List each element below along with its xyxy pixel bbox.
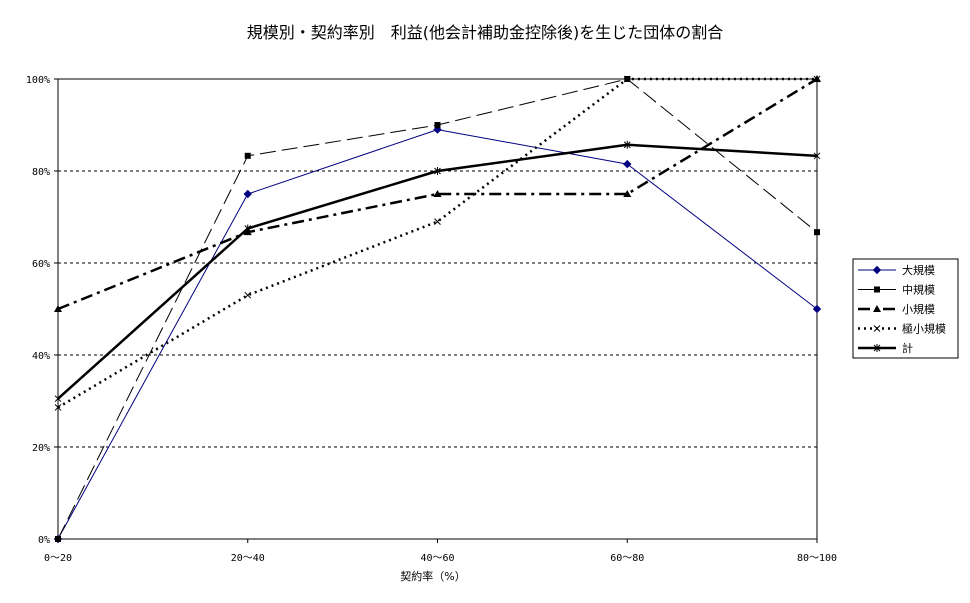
- point-marker-star: [813, 151, 821, 160]
- x-tick-label: 20～40: [231, 553, 265, 564]
- series-line: [57, 143, 818, 400]
- x-tick-label: 60～80: [610, 553, 644, 564]
- x-tick-label: 40～60: [420, 553, 454, 564]
- point-marker-triangle: [873, 305, 881, 312]
- point-marker-x: [873, 325, 881, 332]
- point-marker-star: [434, 167, 441, 175]
- point-marker-x: [434, 218, 441, 225]
- legend-item: 極小規模: [858, 322, 946, 336]
- x-tick-label: 0～20: [44, 553, 72, 564]
- x-axis-ticks: 0～20 20～40 40～60 60～80 80～100: [44, 539, 837, 564]
- legend-item: 大規模: [858, 263, 935, 277]
- y-axis-ticks: 0% 20% 40% 60% 80% 100%: [26, 75, 58, 546]
- legend-label: 大規模: [902, 263, 935, 277]
- chart-title: 規模別・契約率別 利益(他会計補助金控除後)を生じた団体の割合: [247, 23, 724, 42]
- series-5: [54, 140, 821, 403]
- y-tick-label: 100%: [26, 75, 50, 86]
- series-4: [54, 75, 821, 411]
- point-marker-star: [873, 344, 881, 352]
- legend-item: 中規模: [858, 283, 935, 297]
- legend-box: [852, 258, 959, 359]
- point-marker-star: [623, 140, 631, 149]
- point-marker-diamond: [623, 159, 632, 169]
- point-marker-square: [814, 229, 820, 236]
- legend-label: 小規模: [902, 302, 935, 316]
- legend-item: 小規模: [858, 302, 935, 316]
- point-marker-triangle: [433, 190, 442, 197]
- y-tick-label: 80%: [32, 167, 50, 178]
- y-tick-label: 40%: [32, 351, 50, 362]
- point-marker-square: [244, 152, 251, 159]
- series-3: [54, 75, 821, 312]
- x-axis-title: 契約率（%）: [400, 569, 465, 583]
- point-marker-star: [244, 224, 252, 233]
- point-marker-diamond: [433, 125, 442, 134]
- legend-label: 極小規模: [902, 322, 946, 336]
- point-marker-x: [54, 404, 62, 411]
- legend-label: 中規模: [902, 283, 935, 297]
- point-marker-x: [244, 291, 252, 299]
- point-marker-triangle: [623, 190, 632, 197]
- x-tick-label: 80～100: [797, 553, 837, 564]
- series-line: [57, 77, 818, 311]
- point-marker-square: [55, 536, 61, 542]
- point-marker-x: [813, 75, 821, 83]
- point-marker-x: [623, 75, 631, 83]
- point-marker-square: [874, 286, 880, 293]
- legend-label: 計: [902, 341, 913, 355]
- y-tick-label: 0%: [38, 535, 50, 546]
- y-tick-label: 60%: [32, 259, 50, 270]
- point-marker-star: [54, 394, 62, 403]
- point-marker-triangle: [54, 305, 62, 312]
- series-layer: [53, 75, 822, 544]
- point-marker-square: [434, 122, 441, 128]
- y-tick-label: 20%: [32, 443, 50, 454]
- series-1: [53, 125, 822, 544]
- point-marker-diamond: [812, 304, 822, 314]
- point-marker-diamond: [872, 265, 882, 275]
- point-marker-diamond: [243, 189, 252, 199]
- legend-item: 計: [858, 341, 913, 355]
